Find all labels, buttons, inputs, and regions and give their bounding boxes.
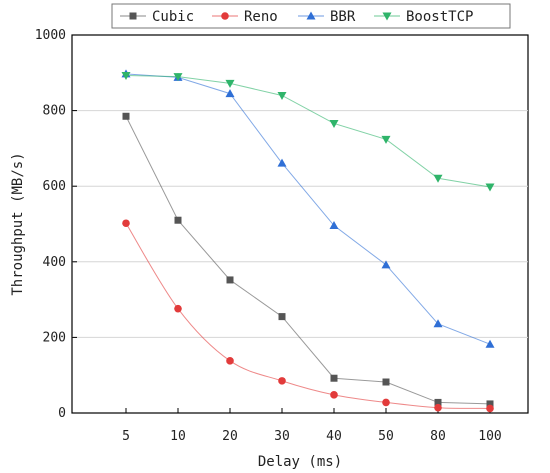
data-point — [329, 221, 339, 230]
legend: Cubic Reno BBR BoostTCP — [111, 3, 511, 29]
x-tick-label: 20 — [222, 429, 238, 444]
legend-label: Cubic — [152, 9, 194, 25]
series-line — [125, 73, 491, 345]
x-tick-label: 5 — [122, 429, 130, 444]
x-tick-label: 30 — [274, 429, 290, 444]
data-point — [121, 71, 131, 80]
data-point — [330, 374, 338, 382]
legend-item-boosttcp: BoostTCP — [374, 9, 473, 25]
data-point — [278, 377, 286, 385]
x-tick-label: 80 — [430, 429, 446, 444]
data-point — [122, 112, 130, 120]
y-axis: 0 200 400 600 800 1000 — [35, 28, 77, 421]
legend-marker — [129, 12, 137, 20]
series-line — [125, 74, 491, 188]
data-point — [277, 158, 287, 167]
x-axis: 5 10 20 30 40 50 80 100 — [122, 408, 502, 444]
x-tick-label: 40 — [326, 429, 342, 444]
y-tick-label: 400 — [43, 255, 66, 270]
data-point — [434, 403, 442, 412]
series-reno — [122, 219, 494, 413]
data-point — [277, 91, 287, 100]
x-tick-label: 100 — [478, 429, 501, 444]
data-point — [226, 276, 234, 284]
data-point — [485, 183, 495, 192]
data-point — [381, 260, 391, 269]
data-point — [174, 304, 182, 313]
series-cubic — [122, 112, 494, 408]
y-tick-label: 1000 — [35, 28, 66, 43]
data-point — [434, 398, 442, 406]
series-line — [125, 116, 491, 405]
y-axis-title: Throughput (MB/s) — [10, 152, 26, 295]
data-point — [382, 378, 390, 386]
data-point — [330, 391, 338, 399]
series-boosttcp — [121, 71, 495, 192]
legend-marker — [306, 11, 316, 20]
data-point — [486, 400, 494, 408]
data-point — [329, 119, 339, 128]
data-point — [485, 339, 495, 348]
legend-label: BoostTCP — [406, 9, 473, 25]
legend-label: Reno — [244, 9, 278, 25]
data-point — [382, 398, 390, 407]
legend-label: BBR — [330, 9, 356, 25]
legend-marker — [382, 12, 392, 21]
legend-item-bbr: BBR — [298, 9, 356, 25]
data-point — [226, 357, 234, 365]
y-tick-label: 800 — [43, 104, 66, 119]
x-tick-label: 10 — [170, 429, 186, 444]
data-point — [278, 313, 286, 321]
legend-box — [111, 3, 511, 29]
y-tick-label: 200 — [43, 330, 66, 345]
data-point — [173, 73, 183, 82]
legend-marker — [221, 12, 229, 20]
plot-area — [71, 34, 529, 414]
data-point — [486, 404, 494, 413]
data-point — [433, 174, 443, 183]
x-tick-label: 50 — [378, 429, 394, 444]
y-tick-label: 600 — [43, 179, 66, 194]
data-point — [381, 135, 391, 144]
x-axis-title: Delay (ms) — [258, 454, 342, 470]
data-point — [174, 216, 182, 224]
data-point — [122, 219, 130, 228]
y-tick-label: 0 — [58, 406, 66, 421]
data-point — [225, 89, 235, 98]
series-layer — [121, 69, 495, 413]
data-point — [433, 319, 443, 328]
legend-item-reno: Reno — [212, 9, 278, 25]
legend-item-cubic: Cubic — [120, 9, 194, 25]
data-point — [225, 79, 235, 88]
